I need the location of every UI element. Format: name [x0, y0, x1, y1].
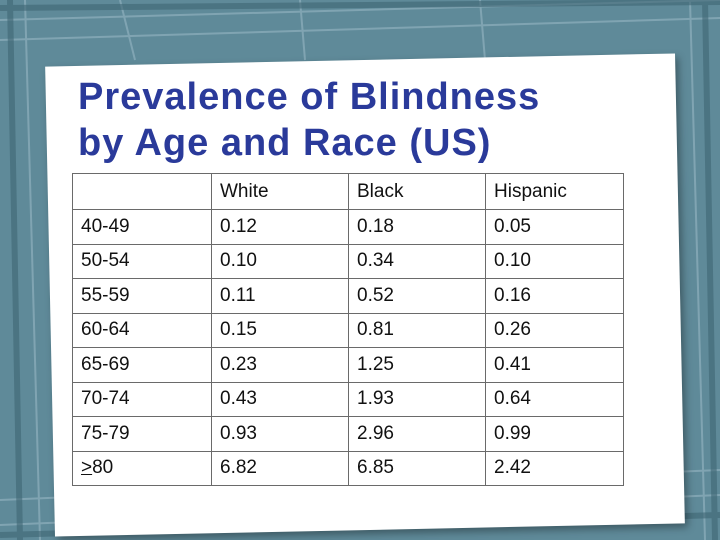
black-cell: 1.25 [348, 347, 486, 383]
hispanic-cell: 0.64 [485, 381, 624, 417]
age-cell: 55-59 [72, 278, 212, 314]
black-cell: 0.52 [348, 278, 486, 314]
greater-equal-symbol: > [81, 457, 93, 479]
age-cell: 70-74 [72, 381, 212, 417]
black-cell: 0.34 [348, 243, 486, 279]
black-cell: 1.93 [348, 381, 486, 417]
hispanic-cell: 0.26 [485, 312, 624, 348]
slide-title: Prevalence of Blindness by Age and Race … [78, 74, 658, 166]
age-cell: >80 [72, 450, 212, 486]
hispanic-cell: 0.41 [485, 347, 624, 383]
title-line-1: Prevalence of Blindness [78, 76, 541, 118]
table-row: 50-54 0.10 0.34 0.10 [72, 243, 624, 279]
header-cell-white: White [211, 173, 349, 210]
table-row: 60-64 0.15 0.81 0.26 [72, 312, 624, 348]
white-cell: 0.15 [211, 312, 349, 348]
hispanic-cell: 0.05 [485, 209, 624, 245]
black-cell: 6.85 [348, 450, 486, 486]
table-row: >80 6.82 6.85 2.42 [72, 450, 624, 486]
hispanic-cell: 2.42 [485, 450, 624, 486]
white-cell: 0.10 [211, 243, 349, 279]
header-cell-black: Black [348, 173, 486, 210]
black-cell: 0.81 [348, 312, 486, 348]
title-line-2: by Age and Race (US) [78, 122, 492, 164]
table-row: 75-79 0.93 2.96 0.99 [72, 416, 624, 452]
table-header-row: White Black Hispanic [72, 173, 624, 210]
table-row: 65-69 0.23 1.25 0.41 [72, 347, 624, 383]
age-cell: 50-54 [72, 243, 212, 279]
age-value: 80 [92, 457, 114, 479]
white-cell: 0.11 [211, 278, 349, 314]
hispanic-cell: 0.99 [485, 416, 624, 452]
age-cell: 60-64 [72, 312, 212, 348]
blindness-prevalence-table: White Black Hispanic 40-49 0.12 0.18 0.0… [72, 173, 624, 486]
hispanic-cell: 0.16 [485, 278, 624, 314]
header-cell-hispanic: Hispanic [485, 173, 624, 210]
age-cell: 75-79 [72, 416, 212, 452]
white-cell: 0.23 [211, 347, 349, 383]
age-cell: 40-49 [72, 209, 212, 245]
black-cell: 0.18 [348, 209, 486, 245]
table-row: 70-74 0.43 1.93 0.64 [72, 381, 624, 417]
age-cell: 65-69 [72, 347, 212, 383]
hispanic-cell: 0.10 [485, 243, 624, 279]
white-cell: 0.43 [211, 381, 349, 417]
white-cell: 0.93 [211, 416, 349, 452]
white-cell: 0.12 [211, 209, 349, 245]
white-cell: 6.82 [211, 450, 349, 486]
table-row: 40-49 0.12 0.18 0.05 [72, 209, 624, 245]
black-cell: 2.96 [348, 416, 486, 452]
header-cell-empty [72, 173, 212, 210]
table-row: 55-59 0.11 0.52 0.16 [72, 278, 624, 314]
